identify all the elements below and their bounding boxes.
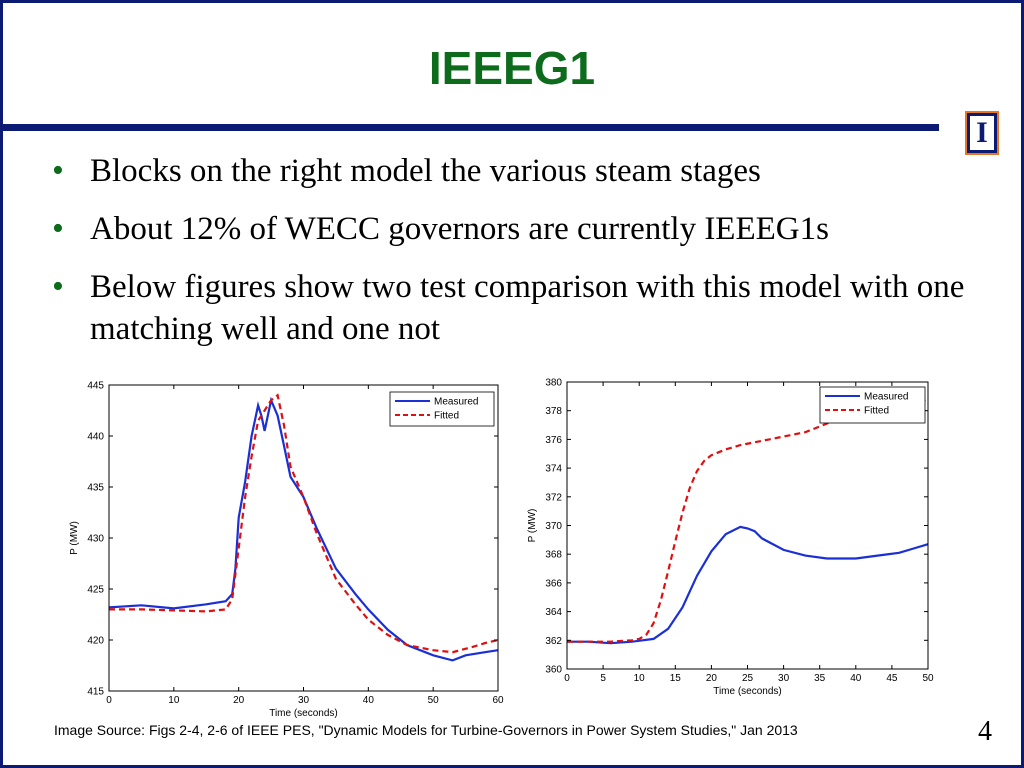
legend-label-fitted: Fitted [864,406,889,417]
y-tick-label: 374 [545,464,562,475]
x-tick-label: 50 [922,673,934,684]
y-tick-label: 364 [545,607,562,618]
x-tick-label: 0 [106,695,112,706]
x-tick-label: 10 [168,695,180,706]
chart-left-svg: 0 10 20 30 40 50 60 415 420 425 430 435 440 445 Time (… [69,381,504,720]
title-rule [3,124,939,131]
bullet-text: Blocks on the right model the various st… [90,153,761,189]
y-tick-label: 372 [545,492,562,503]
series-line-measured [567,525,929,645]
x-tick-label: 20 [706,673,718,684]
bullet-dot-icon: • [52,152,64,189]
y-tick-label: 378 [545,406,562,417]
x-tick-label: 25 [742,673,754,684]
x-tick-label: 30 [298,695,310,706]
image-source-caption: Image Source: Figs 2-4, 2-6 of IEEE PES,… [54,722,798,738]
page-number: 4 [978,716,992,747]
x-tick-label: 45 [886,673,898,684]
y-tick-label: 376 [545,435,562,446]
bullet-text: About 12% of WECC governors are currentl… [90,211,829,247]
y-tick-label: 368 [545,550,562,561]
y-tick-label: 420 [87,636,104,647]
legend-box [819,386,926,424]
y-axis-label: P (MW) [527,509,538,543]
x-tick-label: 10 [634,673,646,684]
x-axis-label: Time (seconds) [713,686,782,697]
y-tick-label: 380 [545,378,562,389]
bullet-text: Below figures show two test comparison w… [90,269,965,347]
slide-title: IEEEG1 [428,42,596,94]
legend-label-measured: Measured [434,397,478,408]
y-tick-label: 415 [87,687,104,698]
bullet-item: • Below figures show two test comparison… [52,266,1012,350]
y-tick-label: 430 [87,534,104,545]
series-line-fitted [109,393,499,654]
y-tick-label: 425 [87,585,104,596]
bullet-list: • Blocks on the right model the various … [52,150,1012,366]
y-tick-label: 360 [545,665,562,676]
plot-area [566,381,929,670]
x-tick-label: 15 [670,673,682,684]
bullet-item: • Blocks on the right model the various … [52,150,1012,192]
legend-label-fitted: Fitted [434,411,459,422]
x-tick-label: 20 [233,695,245,706]
chart-right-svg: 0 5 10 15 20 25 30 35 40 45 50 360 362 364 366 368 370 37… [527,378,934,698]
x-tick-label: 0 [564,673,570,684]
chart-left: 0 10 20 30 40 50 60 415 420 425 430 435 440 445 Time (… [52,372,512,729]
x-tick-label: 5 [600,673,606,684]
x-tick-label: 40 [363,695,375,706]
x-tick-label: 40 [850,673,862,684]
logo-letter: I [976,116,988,149]
bullet-dot-icon: • [52,210,64,247]
y-tick-label: 370 [545,521,562,532]
x-tick-label: 30 [778,673,790,684]
y-tick-label: 440 [87,432,104,443]
y-axis-label: P (MW) [69,521,80,555]
bullet-dot-icon: • [52,268,64,305]
x-tick-label: 35 [814,673,826,684]
chart-right: 0 5 10 15 20 25 30 35 40 45 50 360 362 364 366 368 370 37… [520,372,950,707]
plot-area [108,384,499,692]
university-logo: I [965,111,999,155]
x-tick-label: 60 [492,695,504,706]
y-tick-label: 445 [87,381,104,392]
legend-label-measured: Measured [864,392,908,403]
series-line-measured [108,396,499,662]
bullet-item: • About 12% of WECC governors are curren… [52,208,1012,250]
y-tick-label: 435 [87,483,104,494]
legend-box [389,391,495,427]
series-line-fitted [567,398,929,643]
x-axis-label: Time (seconds) [269,708,338,719]
y-tick-label: 366 [545,578,562,589]
y-tick-label: 362 [545,636,562,647]
x-tick-label: 50 [428,695,440,706]
